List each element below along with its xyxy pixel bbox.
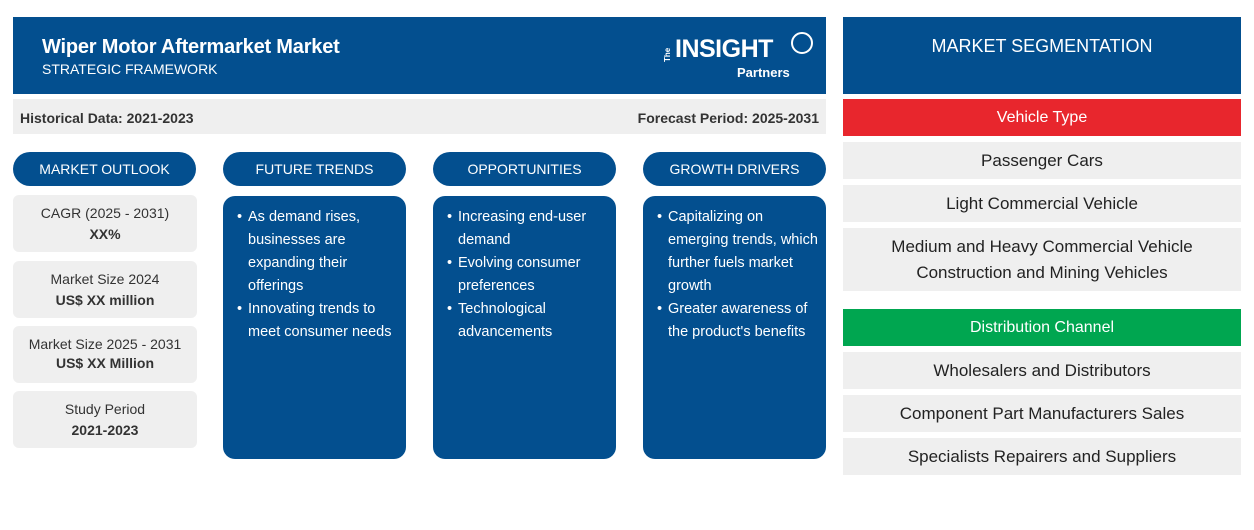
segment-item-label: Light Commercial Vehicle: [946, 193, 1138, 213]
stat-study-period: Study Period 2021-2023: [13, 391, 197, 448]
segment-item-label: Specialists Repairers and Suppliers: [907, 446, 1177, 466]
stat-cagr: CAGR (2025 - 2031) XX%: [13, 195, 197, 252]
growth-drivers-list: Capitalizing on emerging trends, which f…: [657, 206, 818, 344]
list-item: Innovating trends to meet consumer needs: [237, 298, 398, 344]
growth-drivers-pill: GROWTH DRIVERS: [643, 152, 826, 186]
segment-item: Passenger Cars: [843, 142, 1241, 179]
segment-item-label: Component Part Manufacturers Sales: [899, 403, 1185, 423]
framework-header: Wiper Motor Aftermarket Market STRATEGIC…: [13, 17, 826, 94]
stat-label: Market Size 2024: [50, 271, 160, 287]
market-outlook-pill: MARKET OUTLOOK: [13, 152, 196, 186]
segment-item-label: Construction and Mining Vehicles: [916, 262, 1168, 282]
logo-main-text: INSIGHT: [675, 35, 773, 63]
opportunities-pill: OPPORTUNITIES: [433, 152, 616, 186]
stat-value: US$ XX Million: [55, 355, 154, 371]
segment-category-distribution-channel: Distribution Channel: [843, 309, 1241, 346]
growth-drivers-card: Capitalizing on emerging trends, which f…: [643, 196, 826, 459]
list-item: Increasing end-user demand: [447, 206, 608, 252]
segment-category-vehicle-type: Vehicle Type: [843, 99, 1241, 136]
segment-item: Component Part Manufacturers Sales: [843, 395, 1241, 432]
forecast-period: Forecast Period: 2025-2031: [637, 110, 819, 126]
stat-label: Study Period: [64, 401, 146, 417]
stat-value: US$ XX million: [55, 292, 155, 308]
logo-partners-text: Partners: [737, 65, 790, 80]
stat-value: 2021-2023: [71, 422, 139, 438]
insight-partners-logo: The INSIGHT Partners: [663, 32, 813, 84]
segment-item-label: Passenger Cars: [981, 150, 1103, 170]
segment-item: Light Commercial Vehicle: [843, 185, 1241, 222]
future-trends-card: As demand rises, businesses are expandin…: [223, 196, 406, 459]
historical-data: Historical Data: 2021-2023: [20, 110, 194, 126]
stat-market-size-2024: Market Size 2024 US$ XX million: [13, 261, 197, 318]
list-item: Greater awareness of the product's benef…: [657, 298, 818, 344]
segment-item: Medium and Heavy Commercial Vehicle Cons…: [843, 228, 1241, 291]
opportunities-list: Increasing end-user demand Evolving cons…: [447, 206, 608, 344]
stat-label: CAGR (2025 - 2031): [40, 205, 170, 221]
segment-item: Wholesalers and Distributors: [843, 352, 1241, 389]
list-item: Technological advancements: [447, 298, 608, 344]
list-item: Evolving consumer preferences: [447, 252, 608, 298]
future-trends-pill: FUTURE TRENDS: [223, 152, 406, 186]
logo-ring-icon: [791, 32, 813, 54]
segment-item: Specialists Repairers and Suppliers: [843, 438, 1241, 475]
report-subtitle: STRATEGIC FRAMEWORK: [42, 61, 218, 77]
stat-label: Market Size 2025 - 2031: [28, 336, 182, 352]
future-trends-list: As demand rises, businesses are expandin…: [237, 206, 398, 344]
stat-value: XX%: [89, 226, 121, 242]
list-item: Capitalizing on emerging trends, which f…: [657, 206, 818, 298]
period-bar: Historical Data: 2021-2023 Forecast Peri…: [13, 99, 826, 134]
stat-market-size-forecast: Market Size 2025 - 2031 US$ XX Million: [13, 326, 197, 383]
opportunities-card: Increasing end-user demand Evolving cons…: [433, 196, 616, 459]
logo-the-text: The: [663, 47, 672, 62]
segmentation-header: MARKET SEGMENTATION: [843, 17, 1241, 94]
list-item: As demand rises, businesses are expandin…: [237, 206, 398, 298]
segment-item-label: Wholesalers and Distributors: [933, 360, 1151, 380]
segment-item-label: Medium and Heavy Commercial Vehicle: [891, 236, 1193, 256]
report-title: Wiper Motor Aftermarket Market: [42, 36, 340, 58]
